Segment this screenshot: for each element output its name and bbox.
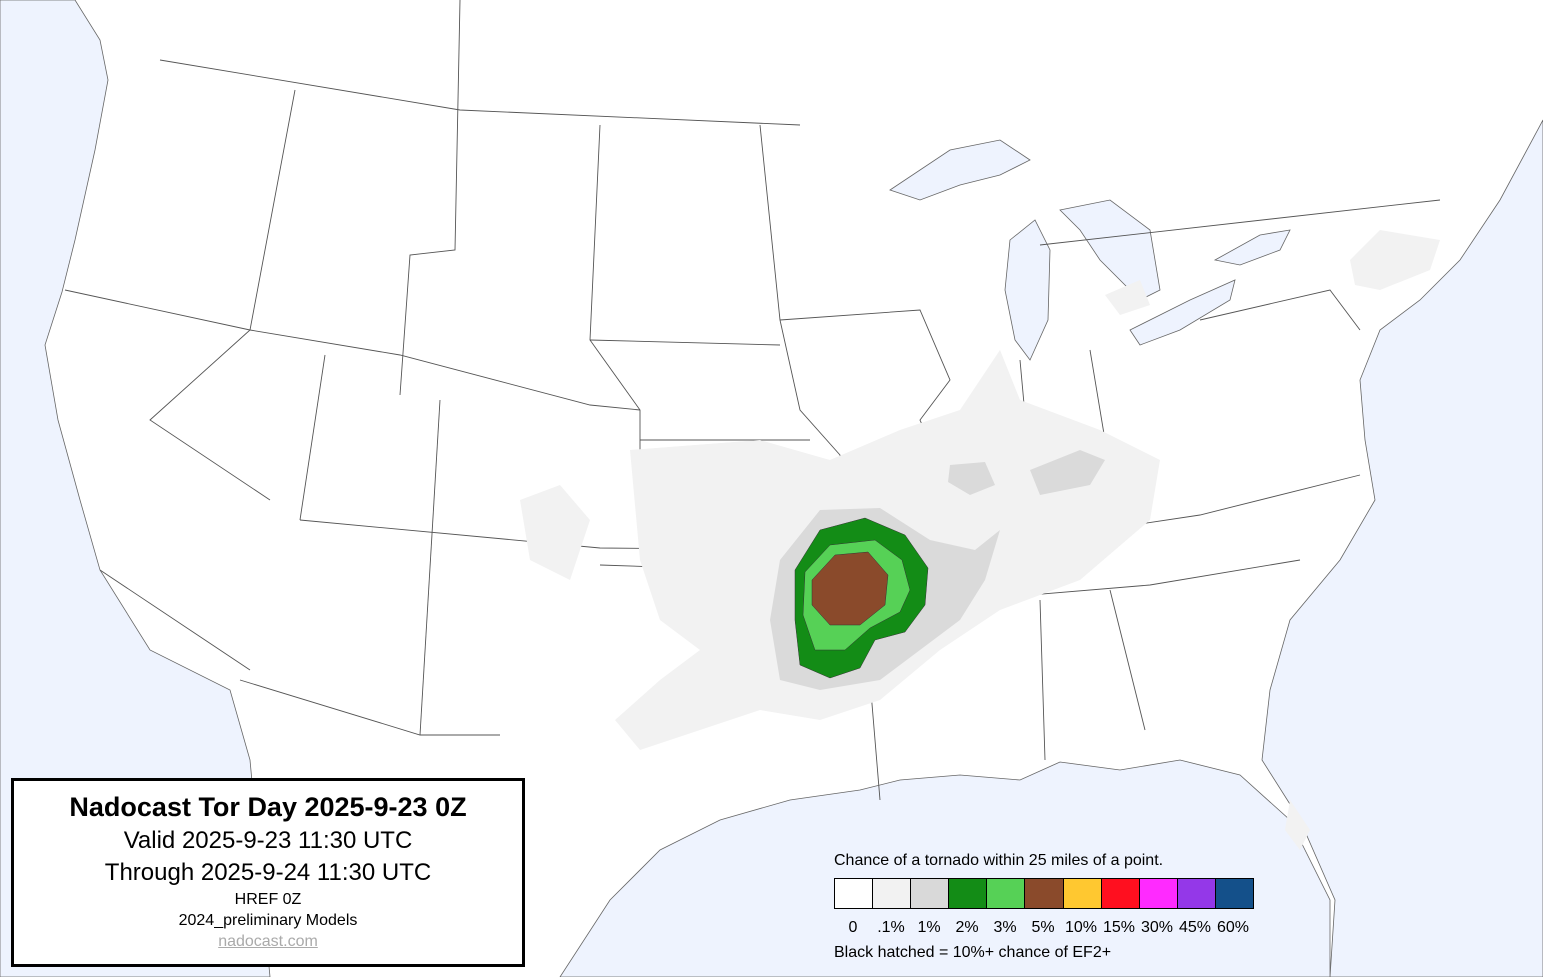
model-run: HREF 0Z — [234, 891, 302, 908]
legend-swatch — [949, 879, 988, 908]
legend-swatch — [835, 879, 874, 908]
legend-swatches — [834, 878, 1254, 909]
legend-swatch — [1063, 879, 1102, 908]
forecast-info-box: Nadocast Tor Day 2025-9-23 0Z Valid 2025… — [11, 778, 525, 967]
nadocast-link[interactable]: nadocast.com — [218, 933, 318, 950]
legend-swatch — [1025, 879, 1064, 908]
legend: Chance of a tornado within 25 miles of a… — [834, 852, 1254, 962]
forecast-title: Nadocast Tor Day 2025-9-23 0Z — [69, 792, 467, 822]
legend-swatch — [1215, 879, 1254, 908]
legend-label: 3% — [993, 919, 1017, 936]
legend-swatch — [1139, 879, 1178, 908]
legend-label: 10% — [1064, 919, 1098, 936]
legend-swatch — [911, 879, 950, 908]
contour-0.1pct-east — [1105, 230, 1440, 850]
legend-label: 60% — [1216, 919, 1250, 936]
legend-labels: 0 .1% 1% 2% 3% 5% 10% 15% 30% 45% 60% — [834, 919, 1254, 937]
legend-label: 5% — [1031, 919, 1055, 936]
legend-label: .1% — [877, 919, 905, 936]
through-time: Through 2025-9-24 11:30 UTC — [104, 859, 432, 886]
legend-swatch — [987, 879, 1026, 908]
legend-label: 2% — [955, 919, 979, 936]
probability-contours — [520, 230, 1440, 850]
legend-note: Black hatched = 10%+ chance of EF2+ — [834, 944, 1112, 961]
legend-title: Chance of a tornado within 25 miles of a… — [834, 852, 1164, 869]
legend-label: 1% — [917, 919, 941, 936]
contour-5pct — [811, 551, 889, 626]
legend-swatch — [873, 879, 912, 908]
legend-label: 30% — [1140, 919, 1174, 936]
legend-label: 0 — [848, 919, 858, 936]
legend-label: 15% — [1102, 919, 1136, 936]
model-version: 2024_preliminary Models — [178, 912, 358, 929]
legend-label: 45% — [1178, 919, 1212, 936]
valid-time: Valid 2025-9-23 11:30 UTC — [123, 827, 413, 854]
legend-swatch — [1177, 879, 1216, 908]
legend-swatch — [1101, 879, 1140, 908]
